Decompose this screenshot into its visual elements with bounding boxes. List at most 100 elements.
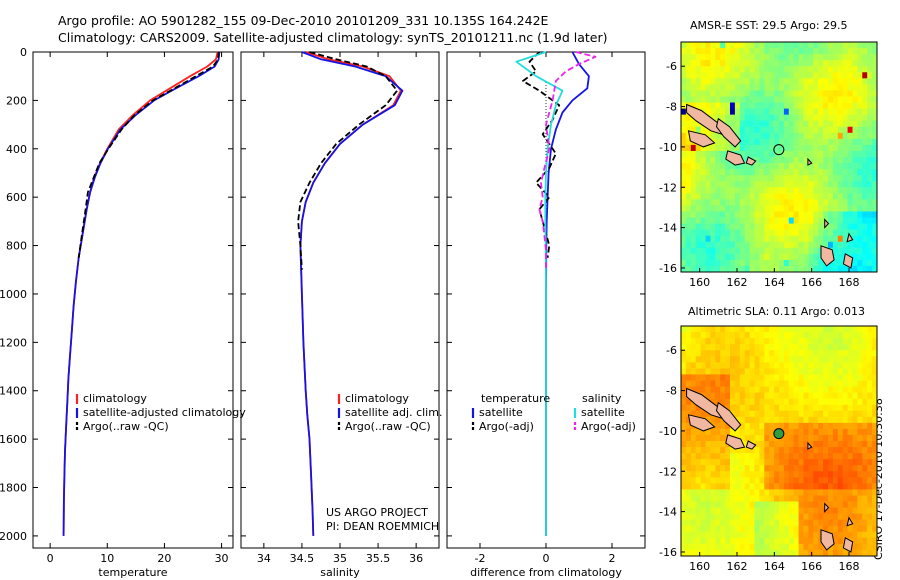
sst-cell [759,138,765,146]
sst-cell [837,217,844,225]
salinity-xtick-label: 36 [409,552,423,565]
sla-cell [715,374,721,381]
sla-cell [725,368,731,375]
sst-cell [685,235,692,243]
sla-cell [847,326,853,333]
sst-cell [852,265,858,273]
sst-cell [862,60,868,67]
sst-cell [788,60,795,67]
sla-cell [813,362,819,369]
sla-cell [734,477,741,484]
sla-cell [862,332,868,339]
sst-cell [823,102,829,110]
sst-cell [700,229,706,237]
sst-cell [720,247,726,255]
sla-cell [685,374,692,381]
sla-cell [754,441,760,448]
sst-cell [754,253,760,261]
sla-cell [734,501,741,509]
sst-cell [730,247,736,255]
sst-cell [720,265,726,273]
sla-cell [798,537,804,545]
pi-annotation: PI: DEAN ROEMMICH [326,520,439,533]
sla-cell [759,471,765,478]
sla-cell [783,410,790,418]
sla-cell [710,519,716,527]
sst-lat-tick-label: -16 [659,262,677,275]
sst-cell [700,205,706,212]
sla-cell [710,513,716,521]
sla-cell [818,416,824,424]
sla-cell [793,338,800,345]
sla-cell [783,489,790,496]
sla-cell [705,356,711,363]
sla-cell [739,362,746,369]
sst-cell [749,96,755,104]
sst-cell [847,78,853,85]
sla-cell [690,495,697,503]
sst-cell [685,72,692,79]
sla-cell [867,483,873,490]
sla-cell [779,519,785,527]
sla-cell [779,537,785,545]
sla-cell [681,332,687,339]
sst-lat-tick-label: -14 [659,222,677,235]
sla-cell [867,465,873,472]
sst-cell [715,42,721,49]
sla-cell [769,525,775,533]
sla-cell [867,398,873,406]
sst-cell [700,126,706,134]
sst-cell [793,54,800,61]
sst-cell [783,78,790,85]
sla-cell [749,338,755,345]
sst-cell [828,108,834,116]
sla-cell [813,410,819,418]
sla-cell [710,453,716,460]
sla-cell [779,404,785,412]
sst-cell [808,163,814,170]
sla-cell [685,428,692,436]
sla-cell [695,434,702,442]
sla-cell [759,549,765,557]
sla-cell [705,386,711,394]
sst-cell [788,157,795,164]
sla-cell [715,489,721,496]
sla-cell [749,416,755,424]
sla-cell [798,501,804,509]
sst-cell [823,235,829,243]
sst-cell [783,132,790,140]
sst-cell [749,247,755,255]
sst-cell [867,181,873,188]
sst-cell [734,78,741,85]
sst-cell [695,181,702,188]
sla-cell [769,471,775,478]
sst-cell [725,265,731,273]
sst-cell [754,60,760,67]
sla-cell [852,422,858,430]
sst-cell [685,42,692,49]
sst-cell [837,259,844,267]
sla-cell [769,549,775,557]
sla-cell [803,410,809,418]
sst-cell [749,193,755,200]
sla-cell [759,356,765,363]
sla-cell [710,356,716,363]
sst-cell [847,175,853,182]
sst-cell [705,126,711,134]
sst-cell [798,48,804,55]
sla-cell [759,465,765,472]
sst-cell [793,181,800,188]
sst-cell [842,102,849,110]
sla-cell [685,489,692,496]
sla-cell [690,374,697,381]
sst-cell [842,108,849,116]
sst-cell [754,120,760,128]
sst-cell [823,126,829,134]
sst-cell [867,241,873,249]
sla-cell [749,465,755,472]
sla-cell [808,459,814,466]
sla-cell [793,428,800,436]
sst-cell [690,181,697,188]
sla-cell [774,350,780,357]
sst-cell [788,211,795,219]
